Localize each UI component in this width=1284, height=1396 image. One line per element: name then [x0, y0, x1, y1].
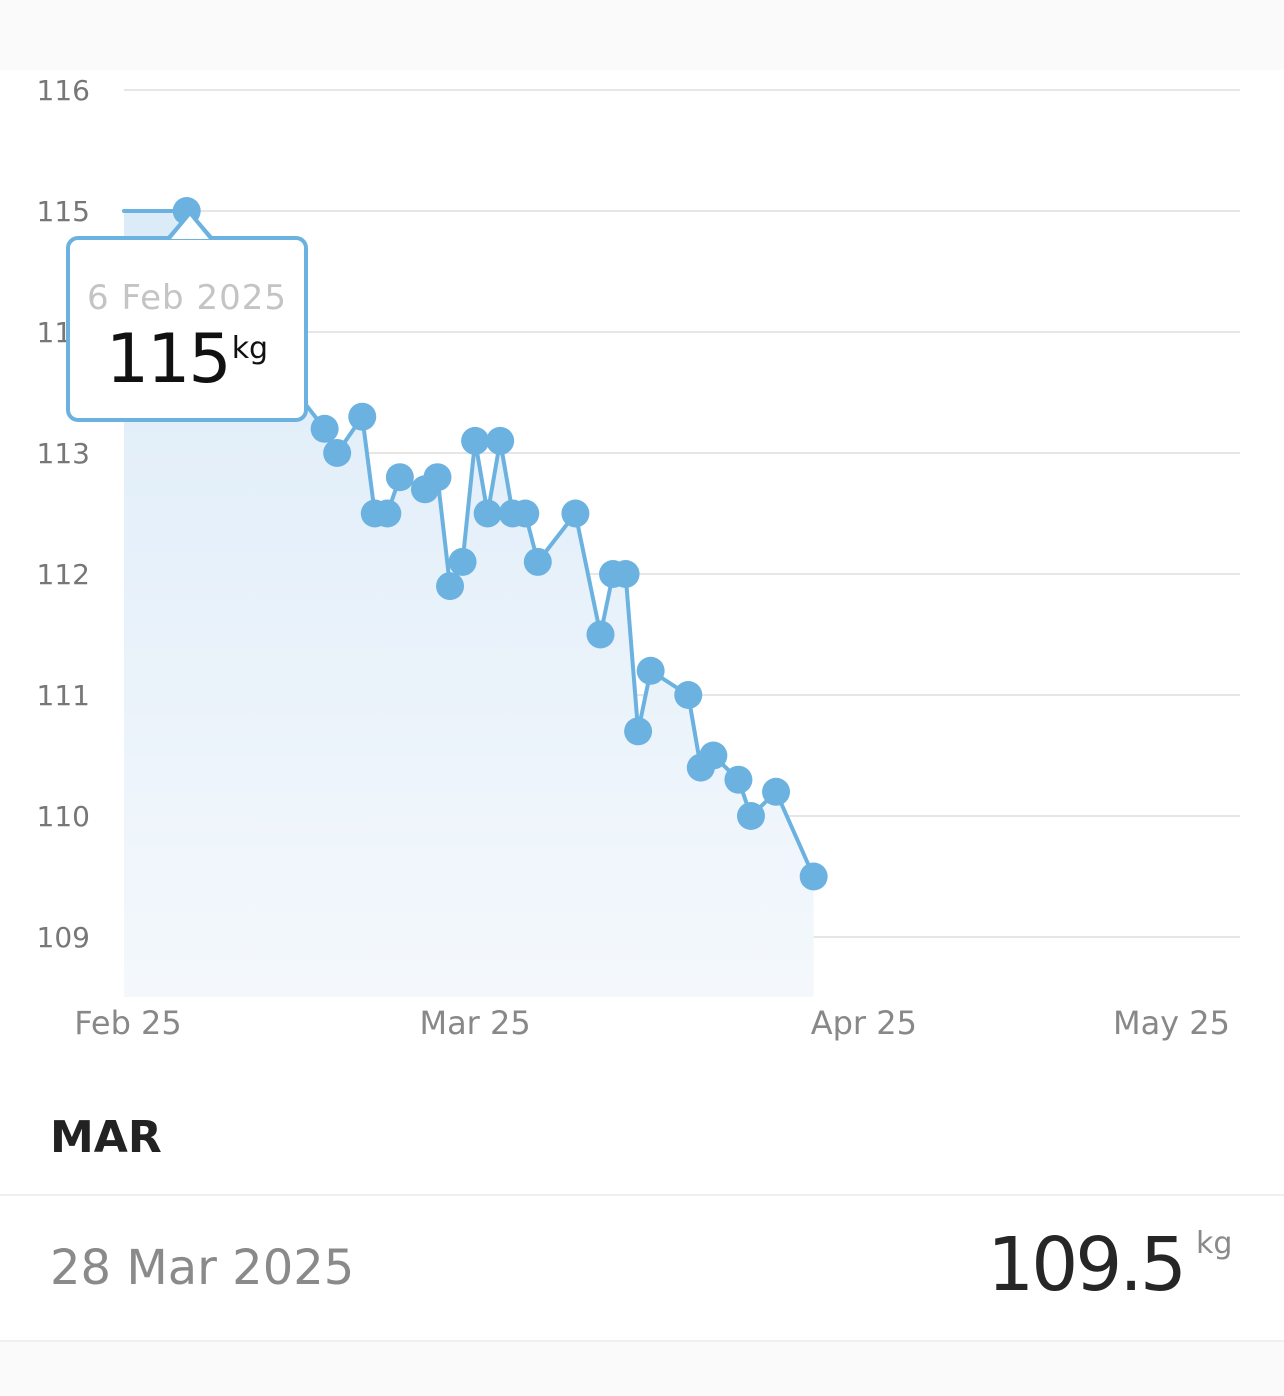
- data-point: [674, 681, 703, 709]
- tooltip-value-number: 115: [105, 320, 232, 399]
- y-tick-label: 112: [37, 558, 90, 591]
- data-point: [586, 620, 615, 649]
- y-tick-label: 113: [37, 437, 90, 470]
- month-heading: MAR: [50, 1112, 162, 1163]
- data-point: [373, 499, 402, 528]
- data-point: [762, 777, 791, 806]
- x-tick-label: May 25: [1113, 1004, 1230, 1042]
- data-point: [461, 426, 490, 455]
- tooltip-unit: kg: [231, 331, 269, 366]
- divider: [0, 1340, 1284, 1342]
- data-point: [699, 741, 728, 770]
- y-tick-label: 110: [37, 800, 90, 833]
- data-point: [310, 414, 339, 443]
- tooltip-value: 115kg: [70, 320, 304, 399]
- entry-value: 109.5: [987, 1222, 1187, 1308]
- data-point: [385, 463, 414, 492]
- data-point: [724, 765, 753, 794]
- entry-unit: kg: [1196, 1226, 1233, 1261]
- data-point: [511, 499, 540, 528]
- data-point: [611, 560, 640, 588]
- data-point: [448, 547, 477, 576]
- y-tick-label: 116: [37, 74, 90, 107]
- data-point: [473, 499, 502, 528]
- x-tick-label: Mar 25: [419, 1004, 530, 1042]
- top-bar: [0, 0, 1284, 70]
- data-point: [561, 499, 590, 528]
- data-point: [799, 862, 828, 891]
- data-point: [323, 439, 352, 467]
- x-tick-label: Apr 25: [811, 1004, 917, 1042]
- data-point: [624, 717, 653, 746]
- data-point: [636, 656, 665, 685]
- y-tick-label: 111: [37, 679, 90, 712]
- data-point: [348, 402, 377, 431]
- data-point: [436, 572, 465, 601]
- data-point: [523, 547, 552, 576]
- y-tick-label: 109: [37, 921, 90, 954]
- data-point: [486, 426, 515, 455]
- tooltip-date: 6 Feb 2025: [87, 278, 287, 318]
- tooltip-pointer-fill: [171, 216, 209, 239]
- data-point: [736, 802, 765, 830]
- y-tick-label: 115: [37, 195, 90, 228]
- bottom-area: [0, 1342, 1284, 1396]
- data-point: [423, 463, 452, 492]
- entry-date: 28 Mar 2025: [50, 1240, 355, 1296]
- x-tick-label: Feb 25: [74, 1004, 182, 1042]
- divider: [0, 1194, 1284, 1196]
- value-tooltip: 6 Feb 2025 115kg: [66, 236, 308, 422]
